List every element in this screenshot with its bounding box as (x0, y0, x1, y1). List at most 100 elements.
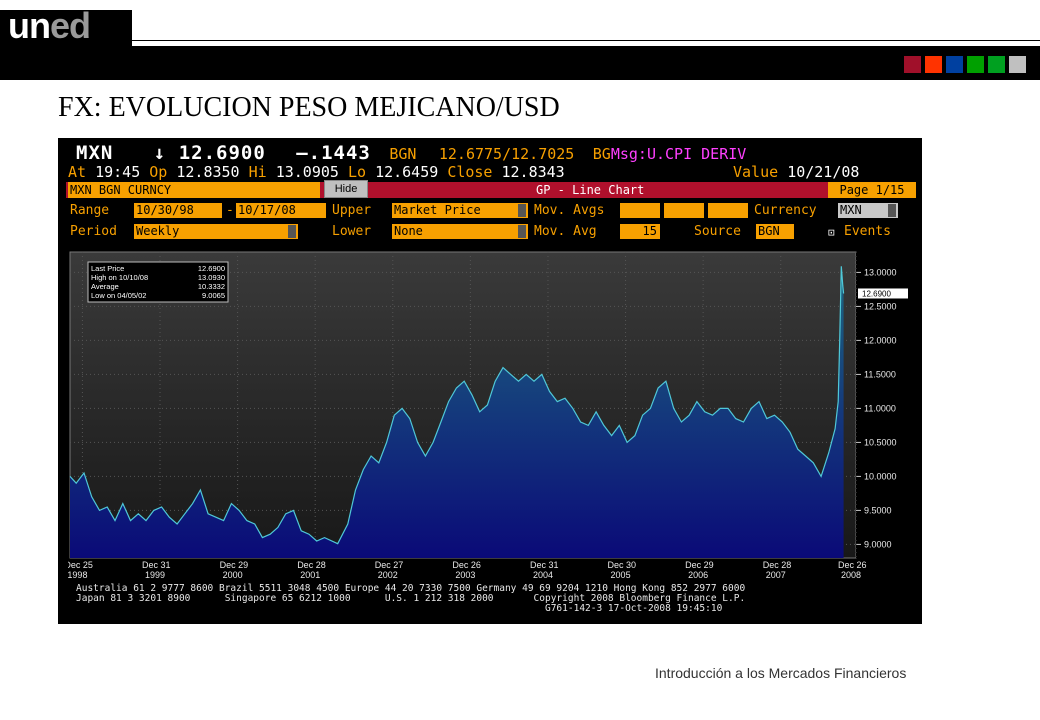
y-axis-panel (856, 252, 912, 558)
legend-label: High on 10/10/08 (91, 273, 148, 282)
upper-select[interactable]: Market Price (392, 203, 528, 218)
y-tick-label: 10.0000 (864, 471, 897, 481)
slide-header: uned (0, 0, 1040, 80)
x-tick-label-top: Dec 28 (763, 560, 792, 570)
chart-title-bar: MXN BGN CURNCY Hide GP - Line Chart Page… (66, 180, 916, 198)
y-tick-label: 12.0000 (864, 335, 897, 345)
net-change: –.1443 (296, 142, 371, 164)
source-tag-2: BG (592, 145, 611, 163)
message-indicator[interactable]: Msg:U.CPI DERIV (610, 145, 747, 163)
session-line: At 19:45 Op 12.8350 Hi 13.0905 Lo 12.645… (68, 163, 859, 181)
mov-avg-field[interactable]: 15 (620, 224, 660, 239)
hide-button[interactable]: Hide (324, 180, 368, 198)
y-tick-label: 11.5000 (864, 369, 896, 379)
mov-avg-field-1[interactable] (620, 203, 660, 218)
x-tick-label-bottom: 2004 (533, 570, 553, 580)
mov-avgs-label: Mov. Avgs (534, 203, 605, 218)
x-tick-label-bottom: 2005 (611, 570, 631, 580)
x-tick-label-top: Dec 27 (375, 560, 404, 570)
legend-value: 12.6900 (198, 264, 225, 273)
y-tick-label: 10.5000 (864, 437, 897, 447)
footer-line-2: Japan 81 3 3201 8900 Singapore 65 6212 1… (76, 593, 746, 604)
legend-box (87, 261, 229, 303)
x-tick-label-top: Dec 29 (685, 560, 714, 570)
mov-avg-field-3[interactable] (708, 203, 748, 218)
down-arrow-icon: ↓ (153, 142, 167, 164)
mov-avg-field-2[interactable] (664, 203, 704, 218)
footer-line-1: Australia 61 2 9777 8600 Brazil 5511 304… (76, 583, 746, 594)
legend-value: 13.0930 (198, 273, 225, 282)
x-tick-label-top: Dec 30 (608, 560, 637, 570)
x-tick-label-top: Dec 28 (297, 560, 326, 570)
open-value: 12.8350 (176, 163, 240, 181)
value-label: Value (733, 163, 779, 181)
close-label: Close (447, 163, 493, 181)
chart-type-title: GP - Line Chart (536, 183, 645, 197)
x-tick-label-top: Dec 26 (452, 560, 481, 570)
slide-title: FX: EVOLUCION PESO MEJICANO/USD (58, 92, 560, 123)
x-tick-label-top: Dec 31 (530, 560, 559, 570)
source-field[interactable]: BGN (756, 224, 794, 239)
controls-row-2: Period Weekly Lower None Mov. Avg 15 Sou… (66, 222, 916, 242)
uned-logo: uned (8, 5, 91, 46)
open-label: Op (149, 163, 168, 181)
series-line (69, 266, 845, 545)
period-label: Period (70, 224, 117, 239)
at-time: 19:45 (95, 163, 141, 181)
legend-value: 10.3332 (198, 282, 225, 291)
lower-label: Lower (332, 224, 372, 239)
x-tick-label-bottom: 1998 (68, 570, 87, 580)
fx-line-chart: 9.0000 9.5000 10.0000 10.5000 11.0000 11.5000… (68, 251, 912, 580)
bloomberg-screen: MXN ↓ 12.6900 –.1443 BGN 12.6775/12.7025… (58, 138, 922, 624)
low-value: 12.6459 (375, 163, 439, 181)
header-rule (132, 40, 1040, 41)
upper-label: Upper (332, 203, 372, 218)
events-checkbox-icon[interactable]: ⊡ (828, 226, 835, 239)
logo-text-ed: ed (49, 5, 91, 46)
x-tick-label-bottom: 2000 (223, 570, 243, 580)
y-tick-label: 13.0000 (864, 267, 897, 277)
lower-select[interactable]: None (392, 224, 528, 239)
bloomberg-footer: Australia 61 2 9777 8600 Brazil 5511 304… (76, 584, 745, 614)
header-square-4 (967, 56, 984, 73)
range-end-field[interactable]: 10/17/08 (236, 203, 326, 218)
last-price-tag: 12.6900 (862, 289, 891, 298)
y-tick-label: 11.0000 (864, 403, 896, 413)
last-price: 12.6900 (178, 142, 266, 164)
page-indicator[interactable]: Page 1/15 (828, 182, 916, 198)
low-label: Lo (347, 163, 367, 181)
header-black-band (0, 46, 1040, 80)
header-square-1 (904, 56, 921, 73)
value-date: 10/21/08 (787, 163, 860, 181)
ticker: MXN (76, 142, 114, 164)
x-tick-label-bottom: 2003 (455, 570, 475, 580)
last-price-tag-box (858, 288, 908, 299)
x-tick-label-bottom: 2006 (688, 570, 708, 580)
x-tick-label-bottom: 2007 (766, 570, 786, 580)
high-value: 13.0905 (275, 163, 339, 181)
controls-row-1: Range 10/30/98 - 10/17/08 Upper Market P… (66, 201, 916, 221)
logo-text-un: un (8, 5, 51, 46)
header-square-6 (1009, 56, 1026, 73)
x-tick-label-top: Dec 31 (142, 560, 171, 570)
currency-select[interactable]: MXN (838, 203, 898, 218)
legend-label: Low on 04/05/02 (91, 291, 146, 300)
currency-label: Currency (754, 203, 817, 218)
x-tick-label-top: Dec 26 (838, 560, 867, 570)
x-tick-label-bottom: 1999 (145, 570, 165, 580)
x-tick-label-top: Dec 29 (220, 560, 249, 570)
series-area (70, 266, 844, 558)
range-label: Range (70, 203, 110, 218)
legend-label: Last Price (91, 264, 124, 273)
high-label: Hi (248, 163, 267, 181)
header-square-2 (925, 56, 942, 73)
close-value: 12.8343 (501, 163, 565, 181)
at-label: At (68, 163, 87, 181)
security-field[interactable]: MXN BGN CURNCY (68, 182, 320, 198)
logo-background (0, 10, 132, 50)
footer-caption: Introducción a los Mercados Financieros (655, 665, 907, 681)
x-tick-label-bottom: 2008 (841, 570, 861, 580)
period-select[interactable]: Weekly (134, 224, 298, 239)
range-start-field[interactable]: 10/30/98 (134, 203, 222, 218)
header-square-5 (988, 56, 1005, 73)
